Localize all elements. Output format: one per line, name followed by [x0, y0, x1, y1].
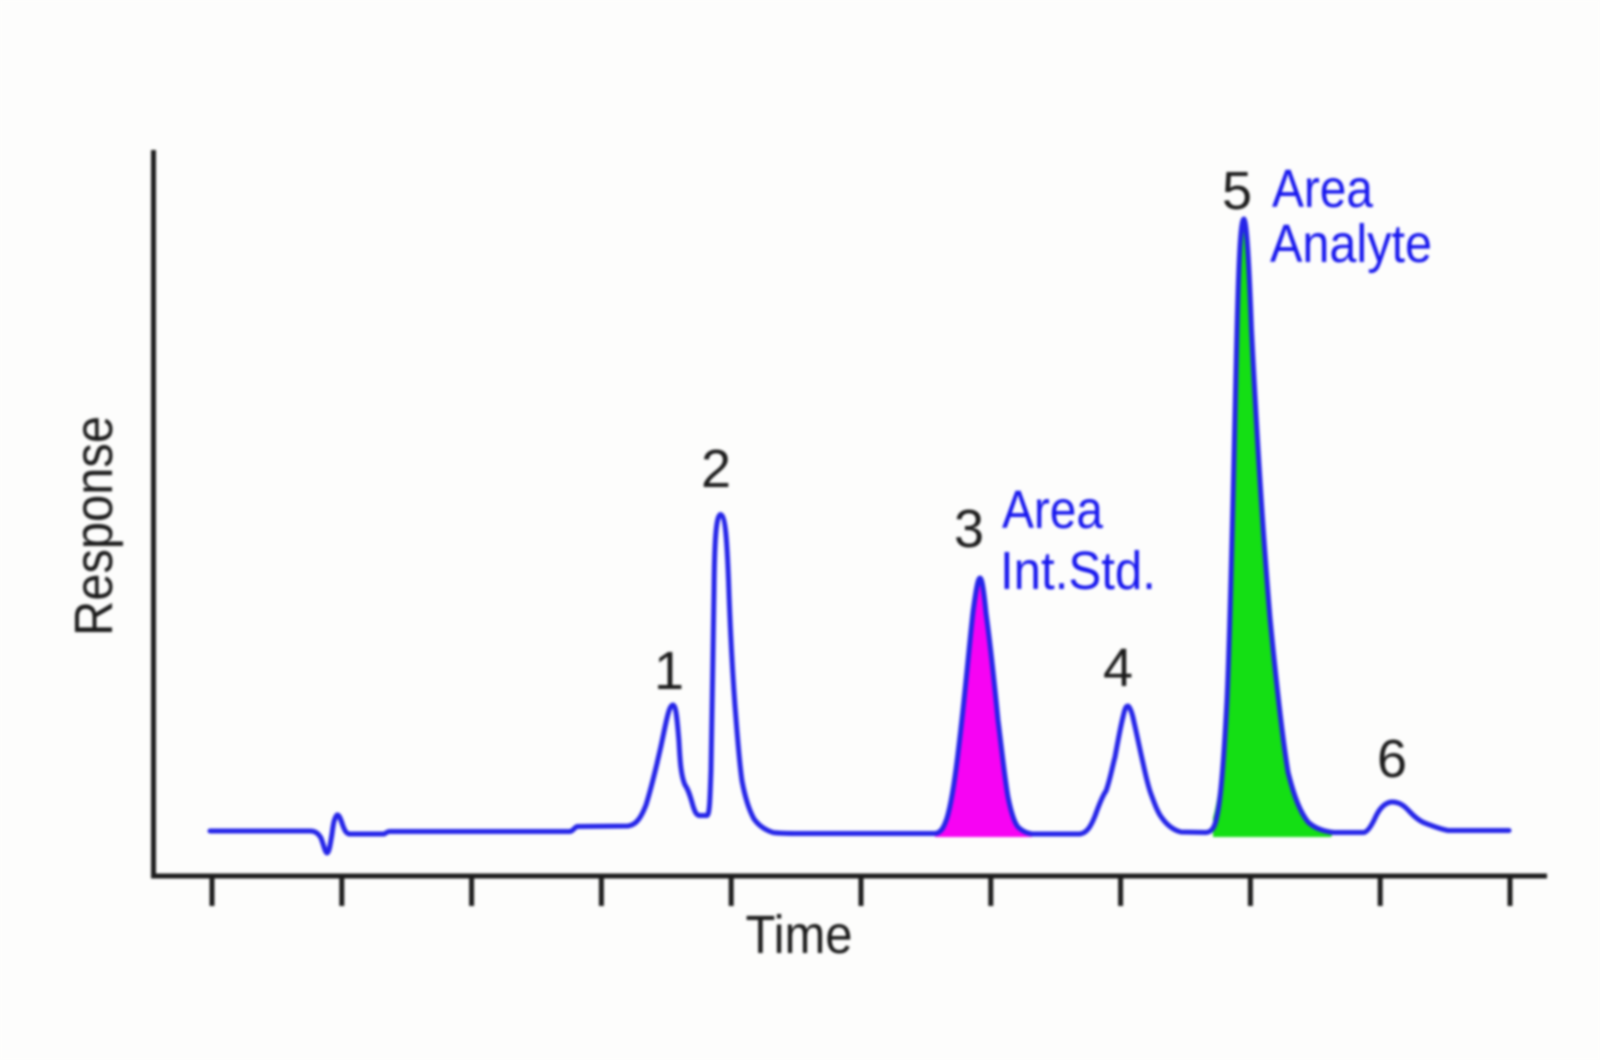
svg-text:Int.Std.: Int.Std.: [1000, 541, 1156, 601]
svg-text:2: 2: [701, 439, 731, 499]
svg-text:Area: Area: [1002, 480, 1104, 540]
svg-text:6: 6: [1377, 729, 1407, 789]
svg-text:3: 3: [954, 499, 984, 559]
svg-text:5: 5: [1222, 161, 1252, 221]
svg-text:4: 4: [1103, 638, 1133, 698]
svg-text:1: 1: [654, 641, 684, 701]
svg-text:Analyte: Analyte: [1270, 214, 1432, 274]
svg-text:Time: Time: [746, 905, 853, 965]
svg-text:Area: Area: [1272, 159, 1374, 219]
svg-text:Response: Response: [64, 416, 124, 636]
